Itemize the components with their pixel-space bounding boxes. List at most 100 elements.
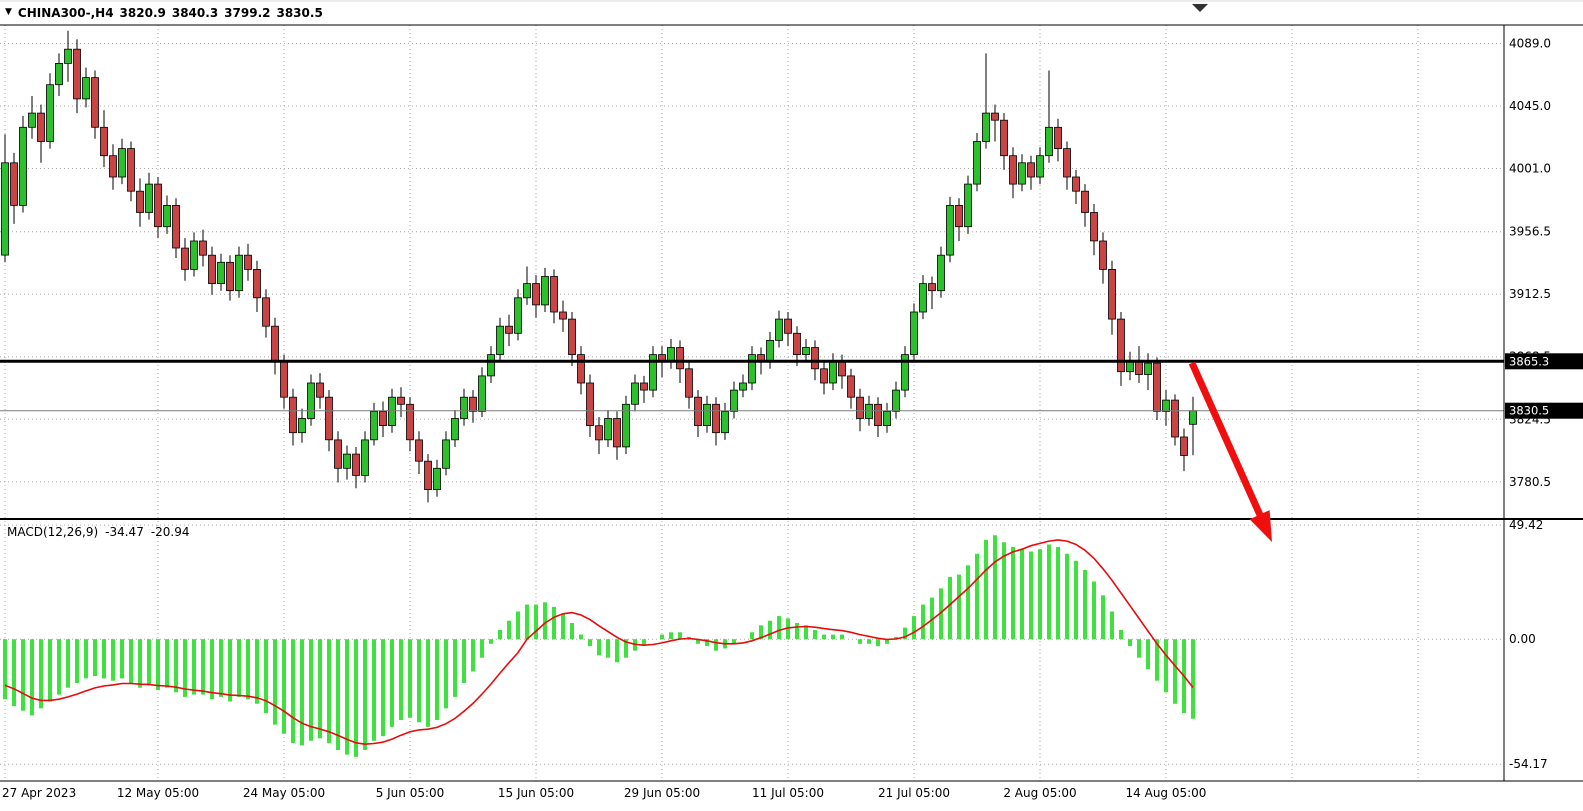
candle-body	[64, 48, 72, 64]
candle-body	[406, 403, 414, 441]
candle-body	[1180, 436, 1188, 456]
candle-body	[901, 354, 909, 391]
date-tick-label: 27 Apr 2023	[2, 786, 76, 800]
candle-body	[532, 283, 540, 306]
symbol-title: CHINA300-,H4	[17, 6, 114, 20]
date-tick-label: 21 Jul 05:00	[878, 786, 950, 800]
candle-body	[442, 439, 450, 469]
macd-signal-value: -20.94	[150, 525, 190, 539]
candle-body	[271, 325, 279, 363]
candle-body	[226, 261, 234, 292]
date-tick-label: 24 May 05:00	[243, 786, 325, 800]
candle-body	[496, 325, 504, 356]
candle-body	[955, 204, 963, 228]
candle-body	[514, 297, 522, 334]
candle-body	[433, 467, 441, 490]
candle-body	[568, 318, 576, 356]
candle-body	[109, 155, 117, 178]
candle-body	[1081, 190, 1089, 213]
candle-body	[946, 204, 954, 256]
candle-body	[1027, 162, 1035, 178]
candle-body	[1, 162, 9, 256]
candle-body	[451, 418, 459, 441]
date-tick-label: 5 Jun 05:00	[376, 786, 445, 800]
macd-indicator-label: MACD(12,26,9) -34.47 -20.94	[7, 525, 190, 539]
candle-body	[154, 183, 162, 228]
candle-body	[874, 403, 882, 426]
candle-body	[199, 240, 207, 256]
candle-body	[469, 396, 477, 412]
date-tick-label: 14 Aug 05:00	[1126, 786, 1207, 800]
candle-body	[982, 112, 990, 142]
candle-body	[280, 361, 288, 398]
candle-body	[370, 410, 378, 441]
candle-body	[730, 389, 738, 412]
candlestick-series	[1, 30, 1197, 503]
scroll-marker-icon[interactable]	[1192, 4, 1208, 12]
candle-body	[1090, 212, 1098, 242]
candle-body	[379, 410, 387, 426]
candle-body	[721, 410, 729, 434]
date-tick-label: 2 Aug 05:00	[1003, 786, 1076, 800]
candle-body	[55, 63, 63, 86]
candle-body	[19, 126, 27, 206]
candle-body	[559, 311, 567, 320]
candle-body	[811, 347, 819, 370]
candle-body	[217, 261, 225, 284]
price-tick-label: 3912.5	[1509, 287, 1551, 301]
candle-body	[1072, 176, 1080, 192]
candle-body	[460, 396, 468, 419]
candle-body	[100, 126, 108, 157]
candle-body	[685, 368, 693, 398]
candle-body	[388, 396, 396, 427]
candle-body	[748, 354, 756, 384]
candle-body	[883, 410, 891, 426]
candle-body	[487, 354, 495, 377]
ohlc-open: 3820.9	[119, 6, 166, 20]
candle-body	[343, 453, 351, 469]
red-arrow-annotation[interactable]	[1188, 361, 1272, 542]
candle-body	[1099, 240, 1107, 270]
candle-body	[361, 439, 369, 476]
svg-text:3865.3: 3865.3	[1509, 354, 1549, 368]
candle-body	[1000, 119, 1008, 157]
chart-frames	[0, 24, 1583, 782]
date-tick-label: 15 Jun 05:00	[498, 786, 574, 800]
candle-body	[766, 339, 774, 363]
svg-text:3830.5: 3830.5	[1509, 404, 1549, 418]
symbol-marker-icon: ▼	[5, 7, 12, 17]
date-tick-label: 12 May 05:00	[117, 786, 199, 800]
price-tick-label: 4045.0	[1509, 99, 1551, 113]
candle-body	[577, 354, 585, 384]
trendline-price-badge: 3865.3	[1505, 353, 1583, 370]
price-tick-label: 3780.5	[1509, 475, 1551, 489]
candle-body	[973, 141, 981, 185]
candle-body	[865, 403, 873, 419]
current-price-badge: 3830.5	[1505, 402, 1583, 419]
macd-signal-line	[4, 539, 1194, 746]
candle-body	[1153, 362, 1161, 412]
candle-body	[298, 418, 306, 434]
candle-body	[631, 382, 639, 405]
date-tick-label: 29 Jun 05:00	[624, 786, 700, 800]
time-axis[interactable]: 27 Apr 2023 12 May 05:00 24 May 05:00 5 Jun…	[2, 786, 1206, 800]
candle-body	[37, 112, 45, 142]
candle-body	[820, 368, 828, 384]
price-tick-label: 4001.0	[1509, 162, 1551, 176]
candle-body	[82, 77, 90, 100]
candle-body	[1171, 399, 1179, 438]
candle-body	[244, 254, 252, 270]
candle-body	[793, 332, 801, 355]
candle-body	[649, 354, 657, 391]
price-tick-label: 4089.0	[1509, 37, 1551, 51]
candle-body	[586, 382, 594, 426]
candle-body	[118, 148, 126, 178]
candle-body	[1018, 162, 1026, 185]
candle-body	[136, 190, 144, 213]
candle-body	[604, 418, 612, 441]
candle-body	[802, 347, 810, 355]
candle-body	[235, 254, 243, 292]
candle-body	[775, 318, 783, 341]
